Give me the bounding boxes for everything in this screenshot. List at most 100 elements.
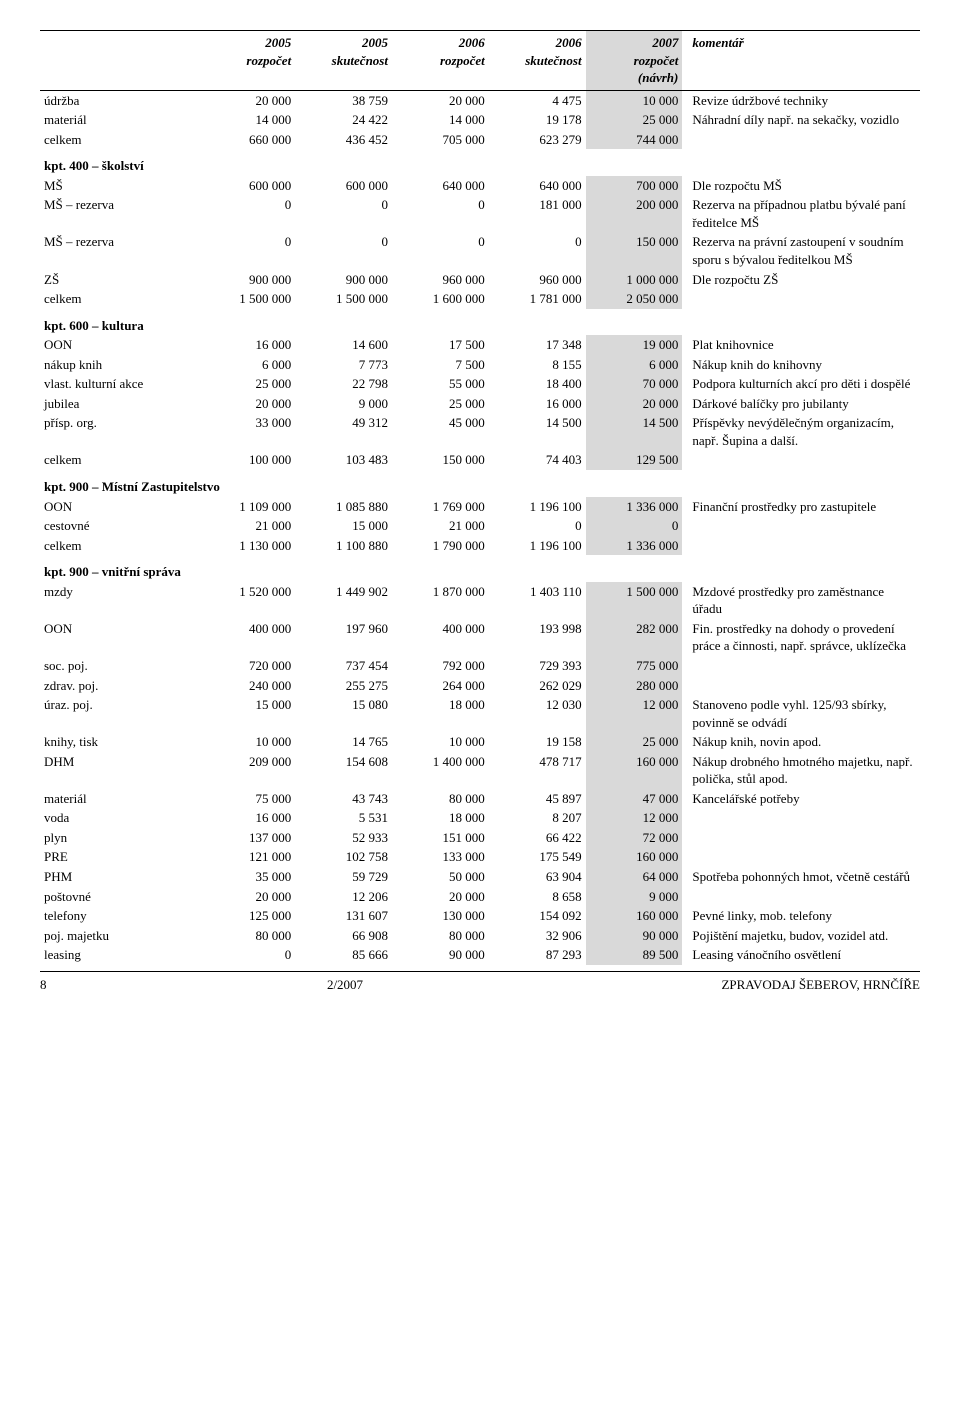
- row-value: 80 000: [198, 926, 295, 946]
- table-row: celkem100 000103 483150 00074 403129 500: [40, 450, 920, 470]
- row-value: 1 870 000: [392, 582, 489, 619]
- row-label: celkem: [40, 130, 198, 150]
- row-value: 720 000: [198, 656, 295, 676]
- row-value: 5 531: [295, 808, 392, 828]
- row-value: 21 000: [198, 516, 295, 536]
- row-comment: Rezerva na případnou platbu bývalé paní …: [682, 195, 920, 232]
- row-value: 744 000: [586, 130, 683, 150]
- table-row: OON1 109 0001 085 8801 769 0001 196 1001…: [40, 497, 920, 517]
- row-value: 64 000: [586, 867, 683, 887]
- table-row: MŠ600 000600 000640 000640 000700 000Dle…: [40, 176, 920, 196]
- row-value: 12 000: [586, 808, 683, 828]
- row-comment: Mzdové prostředky pro zaměstnance úřadu: [682, 582, 920, 619]
- row-label: OON: [40, 497, 198, 517]
- row-value: 45 897: [489, 789, 586, 809]
- row-value: 43 743: [295, 789, 392, 809]
- row-value: 737 454: [295, 656, 392, 676]
- row-label: MŠ – rezerva: [40, 232, 198, 269]
- row-value: 600 000: [198, 176, 295, 196]
- row-value: 640 000: [489, 176, 586, 196]
- row-label: jubilea: [40, 394, 198, 414]
- row-value: 24 422: [295, 110, 392, 130]
- row-value: 14 765: [295, 732, 392, 752]
- row-value: 255 275: [295, 676, 392, 696]
- row-comment: Příspěvky nevýdělečným organizacím, např…: [682, 413, 920, 450]
- row-value: 4 475: [489, 90, 586, 110]
- row-value: 18 000: [392, 695, 489, 732]
- row-value: 9 000: [586, 887, 683, 907]
- row-value: 1 109 000: [198, 497, 295, 517]
- row-value: 25 000: [392, 394, 489, 414]
- row-value: 154 608: [295, 752, 392, 789]
- row-value: 18 400: [489, 374, 586, 394]
- table-row: mzdy1 520 0001 449 9021 870 0001 403 110…: [40, 582, 920, 619]
- row-value: 436 452: [295, 130, 392, 150]
- row-label: cestovné: [40, 516, 198, 536]
- row-value: 100 000: [198, 450, 295, 470]
- row-comment: [682, 130, 920, 150]
- row-value: 1 336 000: [586, 497, 683, 517]
- table-row: telefony125 000131 607130 000154 092160 …: [40, 906, 920, 926]
- row-comment: Pevné linky, mob. telefony: [682, 906, 920, 926]
- row-label: DHM: [40, 752, 198, 789]
- row-value: 1 085 880: [295, 497, 392, 517]
- table-row: PRE121 000102 758133 000175 549160 000: [40, 847, 920, 867]
- table-row: cestovné21 00015 00021 00000: [40, 516, 920, 536]
- table-row: materiál75 00043 74380 00045 89747 000Ka…: [40, 789, 920, 809]
- row-value: 50 000: [392, 867, 489, 887]
- row-label: materiál: [40, 110, 198, 130]
- row-label: vlast. kulturní akce: [40, 374, 198, 394]
- row-label: celkem: [40, 536, 198, 556]
- row-label: poštovné: [40, 887, 198, 907]
- row-value: 12 000: [586, 695, 683, 732]
- row-value: 7 773: [295, 355, 392, 375]
- row-value: 16 000: [489, 394, 586, 414]
- row-label: zdrav. poj.: [40, 676, 198, 696]
- table-row: DHM209 000154 6081 400 000478 717160 000…: [40, 752, 920, 789]
- row-label: MŠ: [40, 176, 198, 196]
- row-label: přísp. org.: [40, 413, 198, 450]
- row-value: 103 483: [295, 450, 392, 470]
- row-value: 151 000: [392, 828, 489, 848]
- row-value: 1 500 000: [295, 289, 392, 309]
- row-value: 150 000: [392, 450, 489, 470]
- table-row: vlast. kulturní akce25 00022 79855 00018…: [40, 374, 920, 394]
- row-value: 19 178: [489, 110, 586, 130]
- row-comment: Nákup knih do knihovny: [682, 355, 920, 375]
- row-label: poj. majetku: [40, 926, 198, 946]
- row-value: 1 000 000: [586, 270, 683, 290]
- row-value: 960 000: [489, 270, 586, 290]
- row-value: 160 000: [586, 847, 683, 867]
- row-value: 52 933: [295, 828, 392, 848]
- row-comment: [682, 656, 920, 676]
- row-value: 154 092: [489, 906, 586, 926]
- table-row: voda16 0005 53118 0008 20712 000: [40, 808, 920, 828]
- section-heading: kpt. 400 – školství: [40, 149, 920, 176]
- row-value: 125 000: [198, 906, 295, 926]
- row-label: leasing: [40, 945, 198, 965]
- row-value: 1 600 000: [392, 289, 489, 309]
- row-comment: Rezerva na právní zastoupení v soudním s…: [682, 232, 920, 269]
- row-label: plyn: [40, 828, 198, 848]
- row-value: 59 729: [295, 867, 392, 887]
- table-row: celkem1 130 0001 100 8801 790 0001 196 1…: [40, 536, 920, 556]
- row-comment: Nákup drobného hmotného majetku, např. p…: [682, 752, 920, 789]
- row-label: celkem: [40, 450, 198, 470]
- row-value: 193 998: [489, 619, 586, 656]
- row-value: 282 000: [586, 619, 683, 656]
- row-value: 66 908: [295, 926, 392, 946]
- row-value: 70 000: [586, 374, 683, 394]
- row-value: 14 500: [586, 413, 683, 450]
- row-value: 150 000: [586, 232, 683, 269]
- row-value: 21 000: [392, 516, 489, 536]
- row-value: 8 155: [489, 355, 586, 375]
- row-value: 181 000: [489, 195, 586, 232]
- row-comment: Dle rozpočtu MŠ: [682, 176, 920, 196]
- row-value: 1 520 000: [198, 582, 295, 619]
- table-row: MŠ – rezerva0000150 000Rezerva na právní…: [40, 232, 920, 269]
- row-value: 33 000: [198, 413, 295, 450]
- row-value: 12 030: [489, 695, 586, 732]
- table-row: plyn137 00052 933151 00066 42272 000: [40, 828, 920, 848]
- row-value: 90 000: [586, 926, 683, 946]
- row-value: 175 549: [489, 847, 586, 867]
